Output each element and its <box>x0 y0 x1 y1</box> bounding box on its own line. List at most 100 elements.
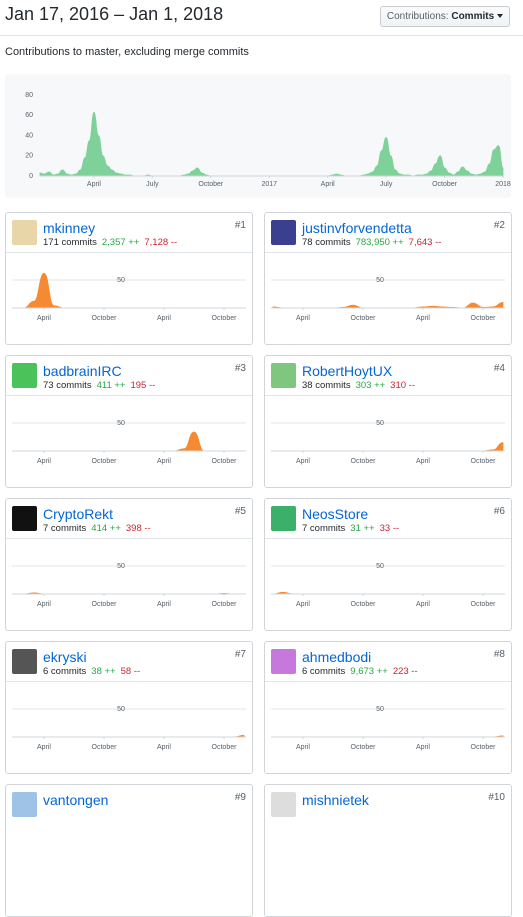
x-tick-label: October <box>432 181 458 188</box>
x-tick-label: April <box>416 315 430 322</box>
x-tick-label: October <box>471 315 497 322</box>
avatar <box>12 792 37 817</box>
dropdown-value: Commits <box>451 11 495 22</box>
contributor-name[interactable]: mishnietek <box>302 792 369 808</box>
avatar <box>12 649 37 674</box>
avatar <box>271 792 296 817</box>
y-tick-label: 50 <box>117 277 125 284</box>
card-separator <box>6 681 252 682</box>
contributor-card: CryptoRekt #5 7 commits 414 ++ 398 -- 50 April… <box>5 498 253 631</box>
rank: #4 <box>493 363 505 374</box>
y-tick-label: 80 <box>25 92 33 99</box>
y-tick-label: 50 <box>376 277 384 284</box>
x-tick-label: October <box>471 601 497 608</box>
card-separator <box>265 395 511 396</box>
avatar <box>271 363 296 388</box>
commit-count: 7 commits <box>302 523 346 534</box>
commit-count: 6 commits <box>43 666 87 677</box>
commit-count: 171 commits <box>43 237 97 248</box>
area <box>39 111 504 177</box>
x-tick-label: April <box>157 458 171 465</box>
y-tick-label: 50 <box>117 706 125 713</box>
stats: 171 commits 2,357 ++ 7,128 -- <box>43 237 177 248</box>
rank: #8 <box>493 649 505 660</box>
chart: 0 20 40 60 80 April July October 2017 April July Oc… <box>25 92 511 188</box>
contributor-card: justinvforvendetta #2 78 commits 783,950 ++… <box>264 212 512 345</box>
x-tick-label: October <box>471 458 497 465</box>
card-separator <box>265 681 511 682</box>
x-tick-label: October <box>92 458 118 465</box>
x-tick-label: October <box>351 315 377 322</box>
deletions: 58 -- <box>120 666 141 677</box>
x-tick-label: October <box>351 458 377 465</box>
stats: 7 commits 414 ++ 398 -- <box>43 523 151 534</box>
x-tick-label: April <box>416 458 430 465</box>
card-separator <box>265 252 511 253</box>
additions: 411 ++ <box>96 380 126 391</box>
contributions-dropdown[interactable]: Contributions: Commits <box>380 6 510 27</box>
card-separator <box>6 538 252 539</box>
rank: #2 <box>493 220 505 231</box>
chart: 50 April October April October <box>12 706 246 751</box>
rank: #5 <box>234 506 246 517</box>
contributor-name[interactable]: ahmedbodi <box>302 649 372 665</box>
x-tick-label: October <box>471 744 497 751</box>
x-tick-label: April <box>37 458 51 465</box>
x-tick-label: 2018 <box>495 181 511 188</box>
caret <box>497 14 504 18</box>
commit-count: 38 commits <box>302 380 351 391</box>
chart: 50 April October April October <box>271 706 505 751</box>
date-range: Jan 17, 2016 – Jan 1, 2018 <box>5 4 224 24</box>
x-tick-label: October <box>92 744 118 751</box>
contributor-name[interactable]: ekryski <box>43 649 87 665</box>
contributor-card: mkinney #1 171 commits 2,357 ++ 7,128 -- 50 Ap… <box>5 212 253 345</box>
x-tick-label: April <box>157 601 171 608</box>
x-tick-label: October <box>212 744 238 751</box>
chart: 50 April October April October <box>12 420 246 465</box>
y-tick-label: 60 <box>25 112 33 119</box>
rank: #7 <box>234 649 246 660</box>
x-tick-label: October <box>92 601 118 608</box>
x-tick-label: April <box>416 744 430 751</box>
contributor-card: NeosStore #6 7 commits 31 ++ 33 -- 50 April Oct… <box>264 498 512 631</box>
additions: 414 ++ <box>91 523 121 534</box>
x-tick-label: April <box>321 181 335 188</box>
deletions: 398 -- <box>125 523 151 534</box>
avatar <box>271 506 296 531</box>
contributor-card: RobertHoytUX #4 38 commits 303 ++ 310 -- 50 Ap… <box>264 355 512 488</box>
y-tick-label: 50 <box>376 706 384 713</box>
additions: 38 ++ <box>91 666 116 677</box>
x-tick-label: October <box>212 601 238 608</box>
commit-count: 7 commits <box>43 523 87 534</box>
contributor-card: ekryski #7 6 commits 38 ++ 58 -- 50 April Octob… <box>5 641 253 774</box>
x-tick-label: April <box>37 601 51 608</box>
y-tick-label: 50 <box>376 420 384 427</box>
y-tick-label: 50 <box>376 563 384 570</box>
contributor-name[interactable]: RobertHoytUX <box>302 363 393 379</box>
contributor-name[interactable]: badbrainIRC <box>43 363 122 379</box>
x-tick-label: April <box>87 181 101 188</box>
x-tick-label: October <box>92 315 118 322</box>
stats: 73 commits 411 ++ 195 -- <box>43 380 155 391</box>
avatar <box>271 220 296 245</box>
contributor-card: ahmedbodi #8 6 commits 9,673 ++ 223 -- 50 Apri… <box>264 641 512 774</box>
avatar <box>12 506 37 531</box>
chart: 50 April October April October <box>271 420 505 465</box>
contributor-name[interactable]: NeosStore <box>302 506 369 522</box>
chart: 50 April October April October <box>271 563 505 608</box>
additions: 9,673 ++ <box>350 666 388 677</box>
area <box>14 431 244 452</box>
contributor-card: mishnietek #10 <box>264 784 512 917</box>
contributor-name[interactable]: vantongen <box>43 792 109 808</box>
contributor-name[interactable]: mkinney <box>43 220 96 236</box>
commit-count: 73 commits <box>43 380 92 391</box>
contributor-name[interactable]: justinvforvendetta <box>302 220 412 236</box>
y-tick-label: 50 <box>117 420 125 427</box>
deletions: 223 -- <box>392 666 418 677</box>
contributor-name[interactable]: CryptoRekt <box>43 506 114 522</box>
stats: 6 commits 9,673 ++ 223 -- <box>302 666 418 677</box>
area <box>273 442 504 452</box>
x-tick-label: April <box>157 744 171 751</box>
deletions: 310 -- <box>390 380 415 391</box>
stats: 38 commits 303 ++ 310 -- <box>302 380 415 391</box>
